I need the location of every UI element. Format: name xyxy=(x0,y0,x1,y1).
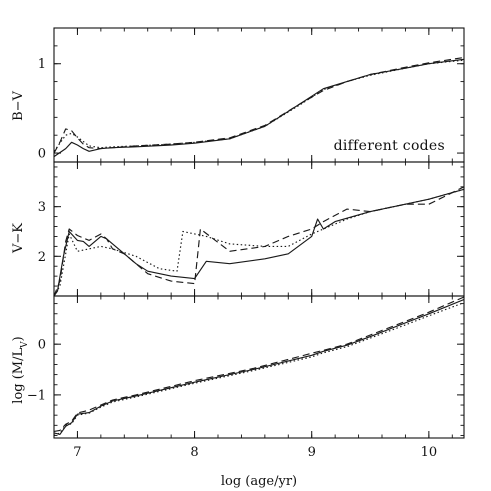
series-ml-solid xyxy=(54,298,464,435)
panel-vk: 23 xyxy=(38,161,465,297)
y-tick-label-vk-0: 2 xyxy=(38,250,46,265)
series-vk-solid xyxy=(54,188,464,296)
series-ml-dotted xyxy=(54,302,464,437)
series-ml-dashed xyxy=(54,296,464,432)
panel-annotation: different codes xyxy=(334,138,445,154)
y-tick-label-ml-1: 0 xyxy=(38,338,46,353)
panel-frame-vk xyxy=(53,161,465,297)
y-tick-label-bv-1: 1 xyxy=(38,57,46,72)
series-bv-dotted xyxy=(54,59,464,152)
x-tick-label-2: 9 xyxy=(308,445,316,460)
y-tick-label-vk-1: 3 xyxy=(38,200,46,215)
y-tick-label-bv-0: 0 xyxy=(38,147,46,162)
x-tick-label-1: 8 xyxy=(190,445,198,460)
x-tick-label-3: 10 xyxy=(421,445,438,460)
y-tick-label-ml-0: −1 xyxy=(27,388,46,403)
x-tick-label-0: 7 xyxy=(73,445,81,460)
series-vk-dashed xyxy=(54,186,464,296)
panel-frame-ml xyxy=(53,295,465,439)
ylabel-bv: B−V xyxy=(11,90,26,120)
ylabel-vk: V−K xyxy=(11,223,26,254)
series-bv-solid xyxy=(54,58,464,158)
x-axis-label: log (age/yr) xyxy=(221,474,297,489)
panel-bv: 01 xyxy=(38,27,465,163)
series-vk-dotted xyxy=(54,188,464,296)
ylabel-ml: log (M/LV) xyxy=(11,336,30,403)
panel-ml: −1 0 xyxy=(27,295,465,439)
